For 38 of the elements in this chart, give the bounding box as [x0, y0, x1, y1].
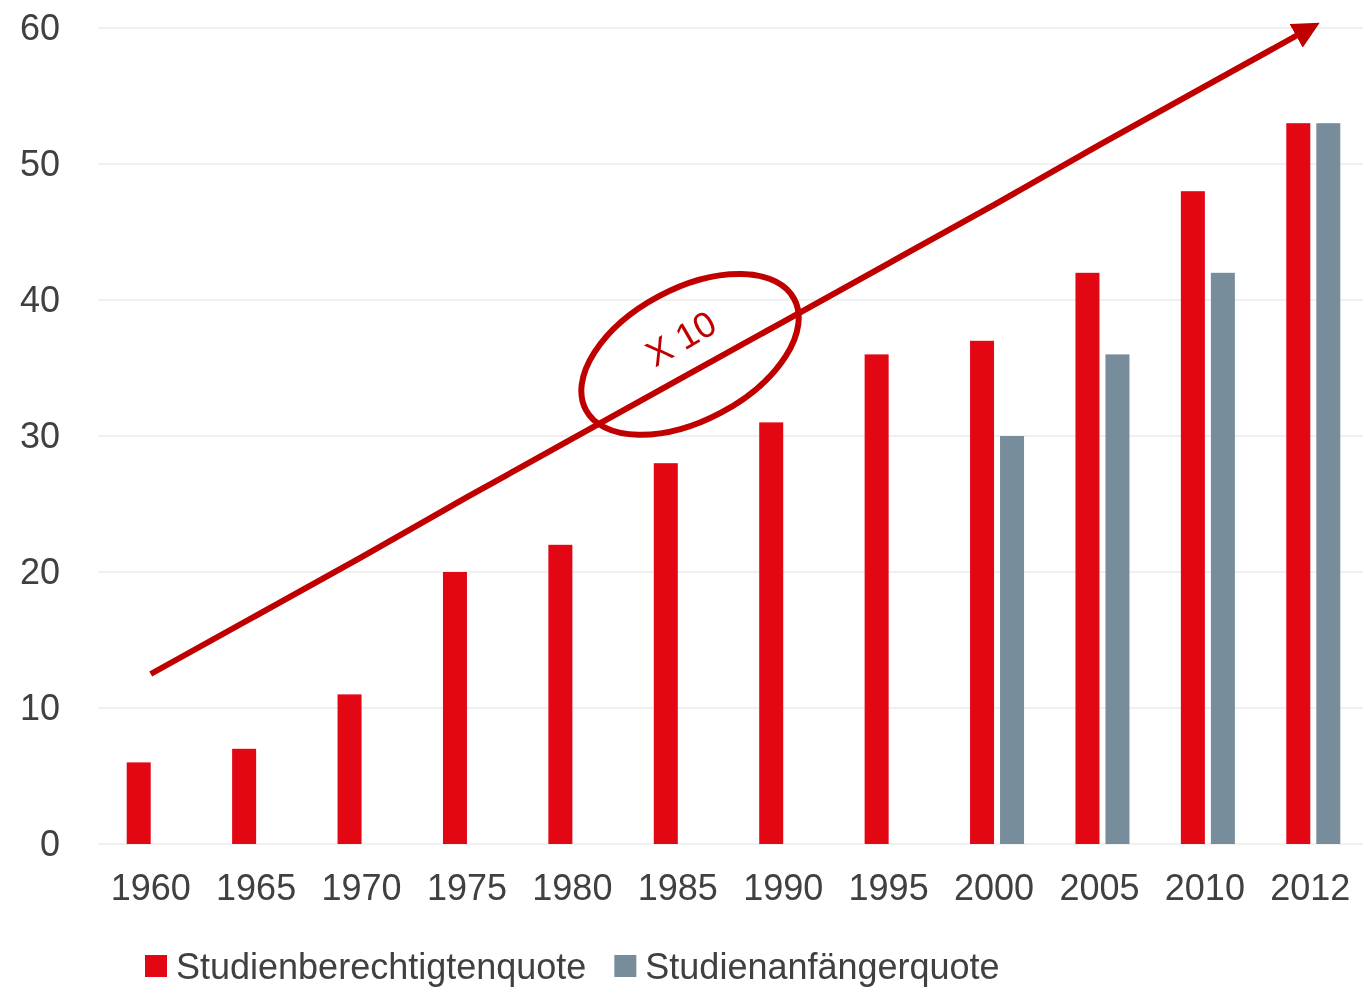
x-tick-label: 1960 [110, 866, 191, 908]
y-tick-label: 50 [19, 143, 60, 185]
bar [1286, 123, 1311, 844]
x-tick-label: 1990 [743, 866, 824, 908]
x-tick-label: 2010 [1164, 866, 1245, 908]
bar [864, 354, 889, 844]
x-tick-label: 1970 [321, 866, 402, 908]
bar [1316, 123, 1341, 844]
x-tick-label: 2012 [1270, 866, 1351, 908]
bar [1075, 272, 1100, 844]
bar [126, 762, 151, 844]
y-tick-label: 40 [19, 279, 60, 321]
bar [1210, 272, 1235, 844]
legend-label: Studienanfängerquote [645, 946, 1000, 987]
bar [653, 463, 678, 844]
y-tick-label: 60 [19, 7, 60, 49]
x-tick-label: 2005 [1059, 866, 1140, 908]
y-tick-label: 10 [19, 687, 60, 729]
bar [232, 748, 257, 844]
bar [759, 422, 784, 844]
annotation: X 10 [638, 302, 724, 375]
y-tick-label: 0 [39, 823, 60, 865]
legend-label: Studienberechtigtenquote [176, 946, 587, 987]
x-tick-label: 2000 [953, 866, 1035, 908]
bar [1105, 354, 1130, 844]
bar [548, 544, 573, 844]
bar [970, 340, 995, 844]
y-tick-label: 20 [19, 551, 60, 593]
bar [442, 572, 467, 844]
y-tick-label: 30 [19, 415, 60, 457]
x-tick-label: 1980 [532, 866, 613, 908]
bar [1000, 436, 1025, 844]
x-tick-label: 1975 [426, 866, 508, 908]
x-tick-label: 1995 [848, 866, 929, 908]
x-tick-label: 1985 [637, 866, 718, 908]
bar [1180, 191, 1205, 844]
bar [337, 694, 362, 844]
x-tick-label: 1965 [216, 866, 297, 908]
